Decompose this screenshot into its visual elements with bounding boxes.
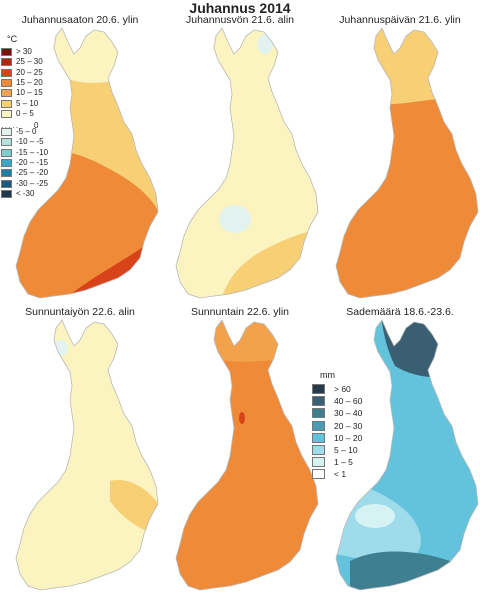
- legend-swatch: [312, 408, 325, 419]
- map-panel-sunday-max: Sunnuntain 22.6. ylin: [160, 306, 320, 596]
- zero-label: 0: [34, 121, 39, 130]
- panel-title: Sademäärä 18.6.-23.6.: [346, 306, 454, 318]
- legend-item: > 60: [312, 384, 366, 396]
- legend-swatch: [1, 99, 12, 108]
- precipitation-map: [335, 319, 479, 591]
- legend-swatch: [1, 48, 12, 56]
- legend-item: 0 – 5: [1, 108, 55, 119]
- temperature-map: [335, 27, 479, 299]
- legend-label: -20 – -15: [16, 158, 49, 167]
- zone-30-40-south: [350, 551, 478, 590]
- legend-label: 10 – 15: [16, 88, 43, 98]
- panel-title: Juhannuspäivän 21.6. ylin: [339, 14, 461, 26]
- zone-5-10-north: [336, 28, 478, 105]
- legend-swatch: [1, 68, 12, 77]
- legend-label: 0 – 5: [16, 108, 34, 118]
- zero-line-key: ····· 0: [1, 121, 55, 132]
- legend-swatch: [312, 445, 325, 455]
- panel-title: Juhannusaaton 20.6. ylin: [21, 14, 139, 26]
- legend-label: 20 – 30: [334, 420, 363, 431]
- map-panel-midsummer-eve-max: Juhannusaaton 20.6. ylin: [0, 14, 160, 304]
- legend-item: > 30: [1, 47, 55, 57]
- map-panel-midsummer-day-max: Juhannuspäivän 21.6. ylin: [320, 14, 480, 304]
- legend-swatch: [1, 128, 12, 137]
- legend-item: 20 – 30: [312, 420, 366, 433]
- legend-label: 5 – 10: [16, 98, 39, 108]
- temperature-map: [15, 27, 159, 299]
- legend-item: 15 – 20: [1, 77, 55, 88]
- zone-minus5-0-center: [219, 205, 251, 233]
- legend-swatch: [1, 159, 12, 167]
- legend-item: < 1: [312, 469, 366, 481]
- legend-swatch: [1, 189, 12, 198]
- legend-label: -25 – -20: [16, 168, 49, 178]
- legend-swatch: [312, 457, 325, 468]
- legend-swatch: [1, 58, 12, 67]
- zone-1-5-spot: [355, 504, 395, 528]
- map-panel-sunday-night-min: Sunnuntaiyön 22.6. alin: [0, 306, 160, 596]
- panel-title: Juhannusvön 21.6. alin: [186, 14, 294, 26]
- legend-item: 30 – 40: [312, 408, 366, 420]
- legend-item: -30 – -25: [1, 178, 55, 189]
- legend-item: -5 – 0: [1, 127, 55, 137]
- legend-item: 40 – 60: [312, 396, 366, 408]
- legend-swatch: [1, 89, 12, 98]
- zone-10-15-north: [176, 320, 318, 362]
- legend-swatch: [1, 109, 12, 118]
- legend-swatch: [1, 148, 12, 157]
- legend-swatch: [312, 420, 325, 431]
- legend-swatch: [1, 138, 12, 147]
- legend-label: < -30: [16, 188, 35, 198]
- legend-label: 20 – 25: [16, 67, 43, 77]
- legend-label: > 30: [16, 47, 32, 56]
- panel-title: Sunnuntain 22.6. ylin: [190, 306, 290, 318]
- temperature-map: [15, 319, 159, 591]
- legend-label: 5 – 10: [334, 445, 358, 455]
- legend-label: -10 – -5: [16, 137, 44, 147]
- temperature-unit: °C: [7, 34, 18, 44]
- zone-minus5-0-north: [257, 34, 273, 54]
- dotted-line-swatch: ·····: [1, 123, 20, 132]
- legend-swatch: [1, 169, 12, 178]
- map-panel-precipitation: Sademäärä 18.6.-23.6.: [320, 306, 480, 596]
- temperature-map: [175, 27, 319, 299]
- legend-item: -25 – -20: [1, 168, 55, 178]
- legend-item: 5 – 10: [312, 445, 366, 457]
- temperature-map: [175, 319, 319, 591]
- page-title: Juhannus 2014: [189, 0, 291, 16]
- legend-swatch: [312, 396, 325, 407]
- panel-title: Sunnuntaiyön 22.6. alin: [25, 306, 135, 318]
- legend-item: 1 – 5: [312, 457, 366, 469]
- legend-item: -15 – -10: [1, 147, 55, 158]
- zone-20-25-spot: [239, 412, 245, 424]
- legend-item: -20 – -15: [1, 158, 55, 168]
- legend-swatch: [312, 469, 325, 480]
- zone-5-10-east: [110, 480, 158, 536]
- legend-item: 10 – 20: [312, 432, 366, 445]
- legend-swatch: [312, 384, 325, 394]
- legend-item: -10 – -5: [1, 137, 55, 147]
- legend-label: 40 – 60: [334, 396, 363, 407]
- legend-swatch: [1, 179, 12, 188]
- legend-label: -5 – 0: [16, 127, 37, 137]
- legend-item: 5 – 10: [1, 98, 55, 109]
- zone-0-5: [16, 320, 158, 590]
- legend-label: 10 – 20: [334, 432, 363, 443]
- precipitation-unit: mm: [320, 370, 335, 380]
- legend-label: < 1: [334, 469, 347, 480]
- map-panel-midsummer-night-min: Juhannusvön 21.6. alin: [160, 14, 320, 304]
- legend-swatch: [1, 78, 12, 87]
- legend-label: > 60: [334, 384, 351, 394]
- legend-label: 1 – 5: [334, 457, 353, 468]
- legend-item: 20 – 25: [1, 67, 55, 78]
- legend-item: 25 – 30: [1, 57, 55, 67]
- legend-swatch: [312, 432, 325, 443]
- legend-item: 10 – 15: [1, 88, 55, 98]
- legend-item: < -30: [1, 188, 55, 199]
- legend-label: 25 – 30: [16, 57, 43, 67]
- legend-label: 30 – 40: [334, 408, 363, 419]
- legend-label: 15 – 20: [16, 77, 43, 87]
- legend-label: -30 – -25: [16, 178, 49, 188]
- legend-label: -15 – -10: [16, 147, 49, 157]
